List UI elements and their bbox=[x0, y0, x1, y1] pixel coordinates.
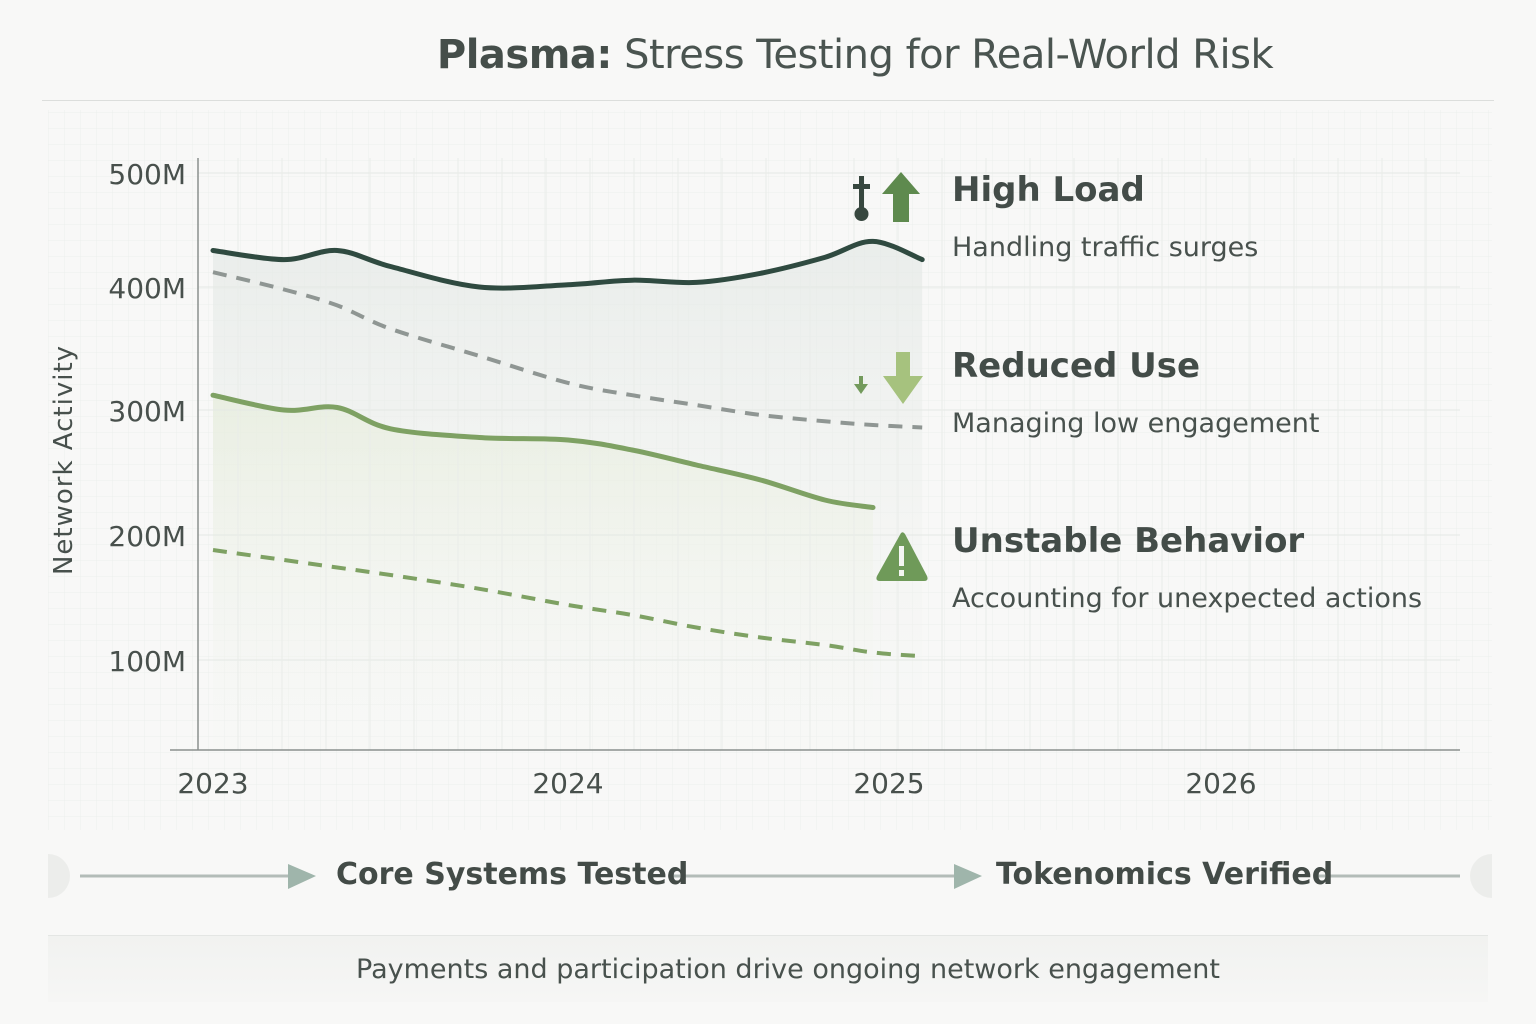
x-tick-label: 2023 bbox=[177, 767, 248, 800]
x-tick-label: 2024 bbox=[532, 767, 603, 800]
annotation-reduced-use: Reduced Use Managing low engagement bbox=[952, 346, 1319, 439]
y-tick-label: 300M bbox=[108, 395, 186, 428]
annotation-high-load: High Load Handling traffic surges bbox=[952, 170, 1258, 263]
series-line-high-load-baseline bbox=[212, 270, 923, 430]
y-tick-label: 100M bbox=[108, 645, 186, 678]
footer-caption: Payments and participation drive ongoing… bbox=[356, 954, 1220, 985]
y-tick-label: 200M bbox=[108, 520, 186, 553]
x-tick-label: 2026 bbox=[1185, 767, 1256, 800]
thermometer-icon bbox=[853, 176, 870, 221]
up-arrow-icon bbox=[882, 172, 920, 222]
reduced-use-icons bbox=[854, 352, 923, 404]
annotation-text: Accounting for unexpected actions bbox=[952, 583, 1423, 614]
annotation-title: Reduced Use bbox=[952, 346, 1201, 386]
timeline-end-cap bbox=[1470, 854, 1492, 898]
annotation-text: Managing low engagement bbox=[952, 408, 1320, 439]
footer-band bbox=[48, 935, 1488, 1002]
title-text: Stress Testing for Real-World Risk bbox=[624, 32, 1274, 78]
area-reduced-use bbox=[213, 395, 873, 750]
annotation-unstable-behavior: Unstable Behavior Accounting for unexpec… bbox=[952, 521, 1422, 614]
y-tick-label: 500M bbox=[108, 158, 186, 191]
small-down-arrow-icon bbox=[854, 376, 868, 394]
title-divider bbox=[42, 100, 1494, 101]
arrow-right-icon bbox=[288, 864, 316, 889]
milestone-core-systems: Core Systems Tested bbox=[336, 857, 689, 892]
annotation-text: Handling traffic surges bbox=[952, 232, 1259, 263]
chart-title: Plasma: Stress Testing for Real-World Ri… bbox=[0, 32, 1536, 78]
y-axis-label: Network Activity bbox=[49, 344, 79, 576]
timeline-start-cap bbox=[48, 854, 70, 898]
series-line-reduced-use bbox=[210, 392, 876, 510]
title-brand: Plasma: bbox=[436, 32, 613, 78]
series-line-unstable-behavior-baseline bbox=[212, 548, 923, 659]
y-tick-label: 400M bbox=[108, 272, 186, 305]
arrow-right-icon bbox=[954, 864, 982, 889]
x-tick-label: 2025 bbox=[853, 767, 924, 800]
high-load-icons bbox=[853, 172, 920, 222]
warning-icon bbox=[876, 532, 928, 581]
milestone-timeline bbox=[48, 854, 1492, 898]
series-line-high-load bbox=[210, 238, 925, 291]
annotation-title: Unstable Behavior bbox=[952, 521, 1305, 561]
annotation-title: High Load bbox=[952, 170, 1145, 210]
milestone-tokenomics: Tokenomics Verified bbox=[996, 857, 1334, 892]
down-arrow-icon bbox=[883, 352, 923, 404]
